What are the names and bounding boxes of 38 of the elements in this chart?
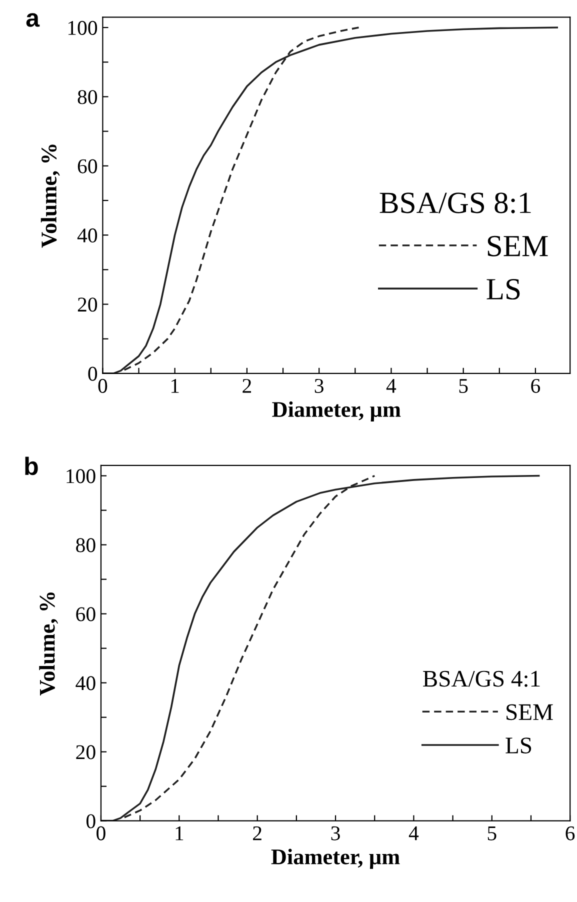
legend-label: LS	[506, 738, 532, 754]
y-tick-label: 20	[78, 298, 98, 312]
x-tick-label: 2	[253, 826, 262, 840]
y-tick-label: 0	[88, 366, 98, 381]
y-tick-label: 40	[77, 228, 98, 242]
y-tick-label: 80	[78, 90, 98, 104]
x-tick-label: 3	[314, 378, 324, 393]
legend-title: BSA/GS 8:1	[380, 192, 531, 214]
y-tick-label: 60	[78, 159, 98, 174]
x-tick-label: 4	[408, 826, 419, 840]
y-axis-title: Volume, %	[39, 592, 58, 696]
x-tick-label: 1	[171, 378, 179, 393]
legend-title: BSA/GS 4:1	[423, 670, 540, 687]
x-tick-label: 5	[459, 379, 468, 393]
y-tick-label: 20	[76, 745, 96, 760]
x-tick-label: 5	[488, 826, 496, 840]
y-tick-label: 100	[68, 20, 98, 35]
x-tick-label: 6	[566, 826, 575, 840]
x-tick-label: 0	[98, 378, 108, 393]
chart-title: b	[25, 456, 38, 476]
y-tick-label: 80	[76, 538, 96, 552]
x-axis-title: Diameter, µm	[272, 401, 401, 422]
legend-label: SEM	[506, 704, 553, 720]
x-tick-label: 6	[531, 378, 540, 393]
x-tick-label: 1	[176, 826, 184, 840]
line-series	[102, 26, 558, 374]
legend-label: LS	[486, 279, 520, 300]
y-tick-label: 60	[76, 607, 96, 622]
x-axis-title: Diameter, µm	[271, 848, 400, 869]
y-tick-label: 100	[66, 469, 96, 484]
x-tick-label: 2	[242, 378, 252, 393]
y-tick-label: 0	[86, 814, 96, 828]
x-tick-label: 4	[386, 379, 396, 393]
x-tick-label: 3	[331, 826, 340, 840]
chart-title: a	[26, 13, 40, 27]
legend-label: SEM	[488, 236, 548, 256]
y-axis-title: Volume, %	[40, 144, 60, 248]
y-tick-label: 40	[76, 676, 96, 690]
